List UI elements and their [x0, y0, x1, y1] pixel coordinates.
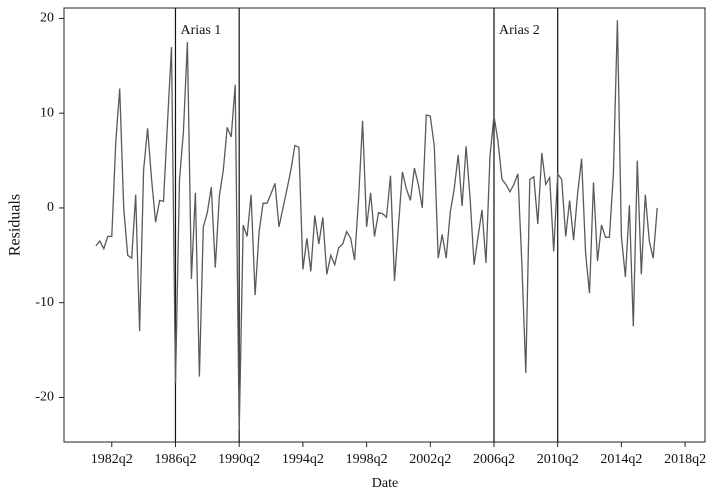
x-tick-label: 2002q2 [409, 452, 451, 467]
x-tick-label: 2010q2 [537, 452, 579, 467]
x-tick-label: 1982q2 [91, 452, 133, 467]
y-tick-label: -20 [35, 390, 54, 405]
x-tick-label: 2006q2 [473, 452, 515, 467]
x-tick-label: 1990q2 [218, 452, 260, 467]
annotation: Arias 2 [499, 23, 540, 38]
residual-line [95, 20, 658, 431]
x-tick-label: 1986q2 [154, 452, 196, 467]
x-axis-label: Date [372, 476, 398, 491]
plot-frame [63, 7, 706, 443]
y-tick-label: -10 [35, 295, 54, 310]
y-axis-label: Residuals [7, 194, 24, 256]
x-tick-label: 1994q2 [282, 452, 324, 467]
x-tick-label: 2014q2 [600, 452, 642, 467]
y-tick-label: 0 [47, 200, 54, 215]
x-tick-label: 1998q2 [346, 452, 388, 467]
y-tick-label: 20 [40, 11, 54, 26]
annotation: Arias 1 [180, 23, 221, 38]
x-tick-label: 2018q2 [664, 452, 706, 467]
y-tick-label: 10 [40, 105, 54, 120]
